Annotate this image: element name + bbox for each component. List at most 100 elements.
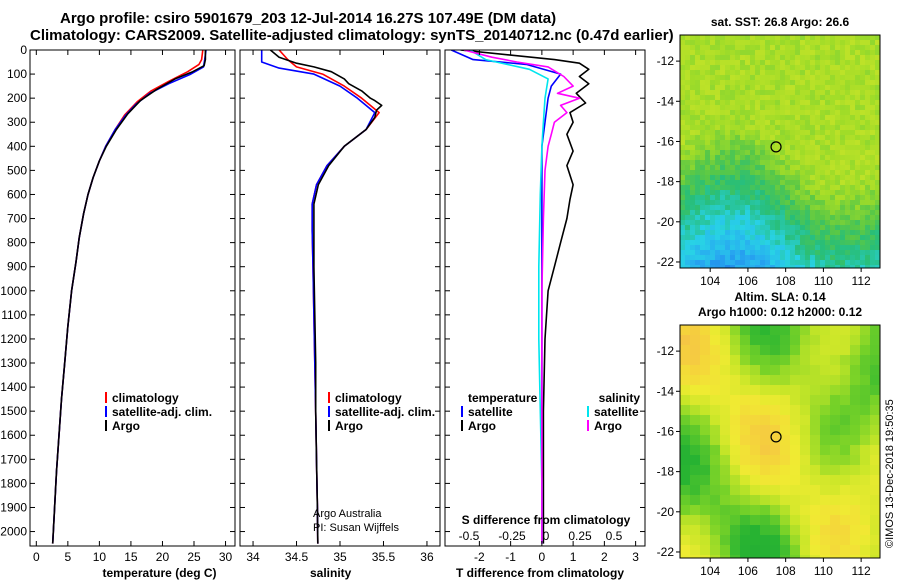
sst-map-cell — [740, 210, 746, 216]
sst-map-cell — [875, 65, 880, 71]
sst-map-cell — [715, 230, 721, 236]
sst-map-cell — [680, 195, 686, 201]
sst-map-cell — [830, 225, 836, 231]
sst-map-cell — [690, 35, 696, 41]
sst-map-cell — [820, 210, 826, 216]
sla-map-cell — [720, 465, 731, 476]
sst-map-cell — [785, 240, 791, 246]
sst-map-cell — [825, 155, 831, 161]
sst-map-cell — [795, 240, 801, 246]
sst-map-cell — [845, 140, 851, 146]
sst-map-cell — [790, 240, 796, 246]
sst-map-cell — [845, 240, 851, 246]
sst-map-cell — [725, 185, 731, 191]
sst-map-cell — [825, 120, 831, 126]
sst-map-cell — [805, 95, 811, 101]
sst-map-cell — [705, 95, 711, 101]
sst-map-cell — [730, 255, 736, 261]
sst-map-cell — [695, 45, 701, 51]
sst-map-cell — [780, 235, 786, 241]
sla-map-cell — [820, 415, 831, 426]
sst-map-cell — [715, 150, 721, 156]
sst-map-cell — [790, 115, 796, 121]
sst-map-cell — [800, 180, 806, 186]
sla-map-cell — [770, 405, 781, 416]
sst-map-cell — [825, 215, 831, 221]
sst-map-cells — [680, 35, 880, 268]
sla-map-cell — [820, 395, 831, 406]
sst-map-cell — [820, 60, 826, 66]
sla-map-cell — [750, 365, 761, 376]
depth-tick-label: 500 — [7, 163, 27, 177]
sst-map-cell — [730, 145, 736, 151]
sst-map-cell — [680, 135, 686, 141]
sst-map-cell — [760, 95, 766, 101]
sst-map-cell — [715, 95, 721, 101]
sst-map-cell — [830, 120, 836, 126]
sst-map-cell — [740, 35, 746, 41]
sla-map-cell — [850, 475, 861, 486]
sst-map-cell — [685, 50, 691, 56]
sst-map-cell — [745, 210, 751, 216]
sst-map-cell — [765, 125, 771, 131]
sst-map-cell — [830, 240, 836, 246]
sst-map-cell — [875, 90, 880, 96]
sla-map-cell — [780, 435, 791, 446]
sst-map-cell — [790, 35, 796, 41]
sst-map-cell — [720, 235, 726, 241]
sst-map-cell — [735, 110, 741, 116]
sst-map-cell — [820, 155, 826, 161]
sst-map-cell — [785, 75, 791, 81]
sst-map-cell — [700, 115, 706, 121]
sst-map-cell — [745, 240, 751, 246]
sst-map-cell — [870, 160, 876, 166]
sst-map-cell — [800, 110, 806, 116]
sst-map-cell — [740, 255, 746, 261]
sst-map-cell — [850, 70, 856, 76]
sst-map-cell — [840, 165, 846, 171]
sst-map-cell — [720, 250, 726, 256]
sst-map-cell — [740, 190, 746, 196]
sst-map-cell — [835, 145, 841, 151]
sst-map-cell — [860, 55, 866, 61]
sst-map-cell — [860, 185, 866, 191]
sst-map-cell — [775, 90, 781, 96]
sst-map-cell — [835, 150, 841, 156]
sst-map-cell — [825, 150, 831, 156]
sla-map-cell — [790, 395, 801, 406]
sst-map-cell — [770, 245, 776, 251]
sst-map-cell — [750, 85, 756, 91]
sla-map-cell — [680, 355, 691, 366]
sst-map-cell — [730, 85, 736, 91]
sst-map-cell — [820, 195, 826, 201]
sst-map-cell — [685, 255, 691, 261]
sst-map-cell — [730, 180, 736, 186]
sst-map-cell — [695, 160, 701, 166]
sst-map-cell — [830, 145, 836, 151]
sst-map-cell — [700, 35, 706, 41]
sst-map-cell — [840, 250, 846, 256]
sst-map-cell — [700, 265, 706, 268]
sst-map-cell — [795, 90, 801, 96]
sst-map-cell — [680, 210, 686, 216]
sla-map-cell — [680, 445, 691, 456]
sst-map-cell — [840, 75, 846, 81]
depth-tick-label: 1400 — [0, 380, 27, 394]
sst-map-cell — [695, 250, 701, 256]
sla-map-cell — [780, 405, 791, 416]
sst-map-cell — [745, 255, 751, 261]
sst-map-cell — [705, 190, 711, 196]
sla-map-cell — [680, 345, 691, 356]
sla-map-cell — [780, 475, 791, 486]
sst-map-cell — [795, 85, 801, 91]
sst-map-cell — [695, 205, 701, 211]
sst-map-cell — [810, 55, 816, 61]
depth-tick-label: 800 — [7, 236, 27, 250]
sst-map-cell — [765, 260, 771, 266]
sla-map-cell — [760, 505, 771, 516]
sst-map-cell — [795, 55, 801, 61]
sst-map-cell — [710, 110, 716, 116]
sst-map-cell — [815, 110, 821, 116]
sst-map-cell — [685, 225, 691, 231]
sst-map-cell — [685, 230, 691, 236]
